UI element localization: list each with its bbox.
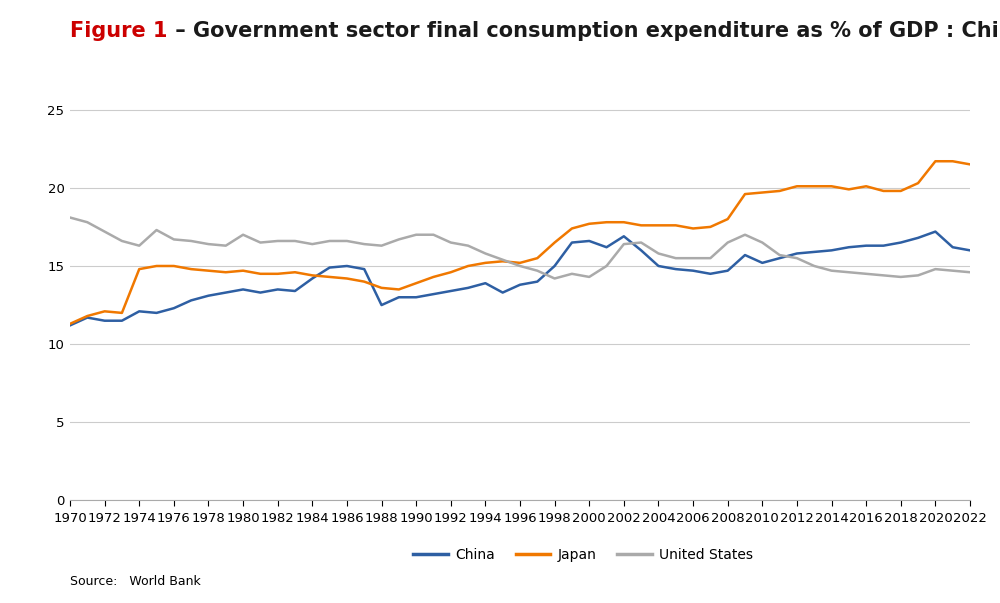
Text: Figure 1: Figure 1 bbox=[70, 21, 168, 41]
Text: Source:   World Bank: Source: World Bank bbox=[70, 575, 201, 588]
Legend: China, Japan, United States: China, Japan, United States bbox=[408, 542, 758, 567]
Text: – Government sector final consumption expenditure as % of GDP : China, Japan, US: – Government sector final consumption ex… bbox=[168, 21, 1000, 41]
